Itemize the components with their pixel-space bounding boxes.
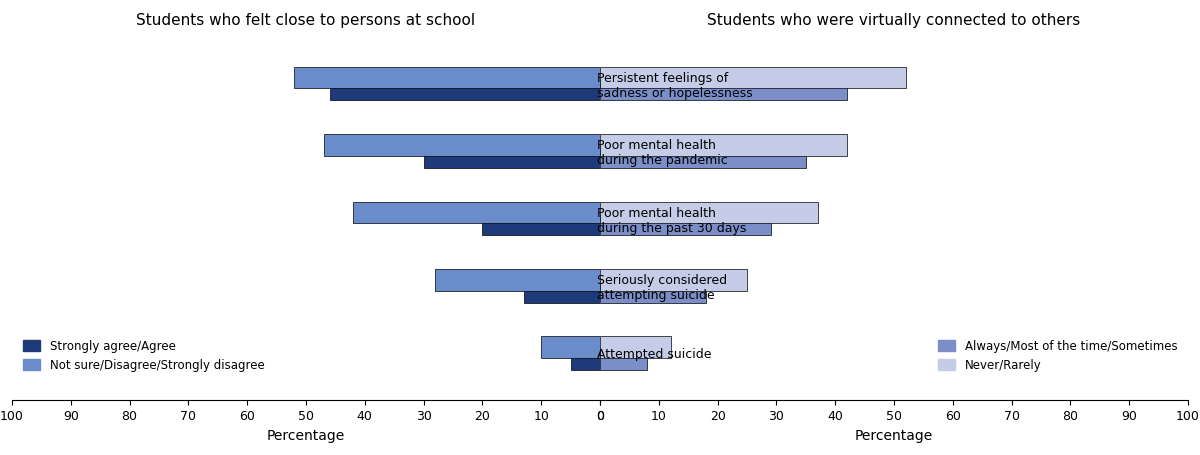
Bar: [541, 336, 600, 358]
Bar: [600, 349, 647, 370]
Bar: [600, 202, 817, 223]
X-axis label: Percentage: Percentage: [266, 429, 346, 443]
Bar: [294, 67, 600, 88]
Bar: [571, 349, 600, 370]
Bar: [436, 269, 600, 291]
Bar: [600, 79, 847, 101]
Bar: [600, 281, 706, 303]
Bar: [600, 269, 746, 291]
Title: Students who felt close to persons at school: Students who felt close to persons at sc…: [137, 13, 475, 28]
Bar: [600, 134, 847, 156]
Bar: [330, 79, 600, 101]
Bar: [353, 202, 600, 223]
Bar: [523, 281, 600, 303]
Bar: [600, 336, 671, 358]
Bar: [424, 146, 600, 168]
Legend: Strongly agree/Agree, Not sure/Disagree/Strongly disagree: Strongly agree/Agree, Not sure/Disagree/…: [18, 335, 269, 376]
Bar: [600, 214, 770, 235]
Bar: [600, 67, 906, 88]
Title: Students who were virtually connected to others: Students who were virtually connected to…: [707, 13, 1081, 28]
Bar: [482, 214, 600, 235]
Bar: [324, 134, 600, 156]
Legend: Always/Most of the time/Sometimes, Never/Rarely: Always/Most of the time/Sometimes, Never…: [932, 335, 1182, 376]
Bar: [600, 146, 806, 168]
X-axis label: Percentage: Percentage: [854, 429, 934, 443]
